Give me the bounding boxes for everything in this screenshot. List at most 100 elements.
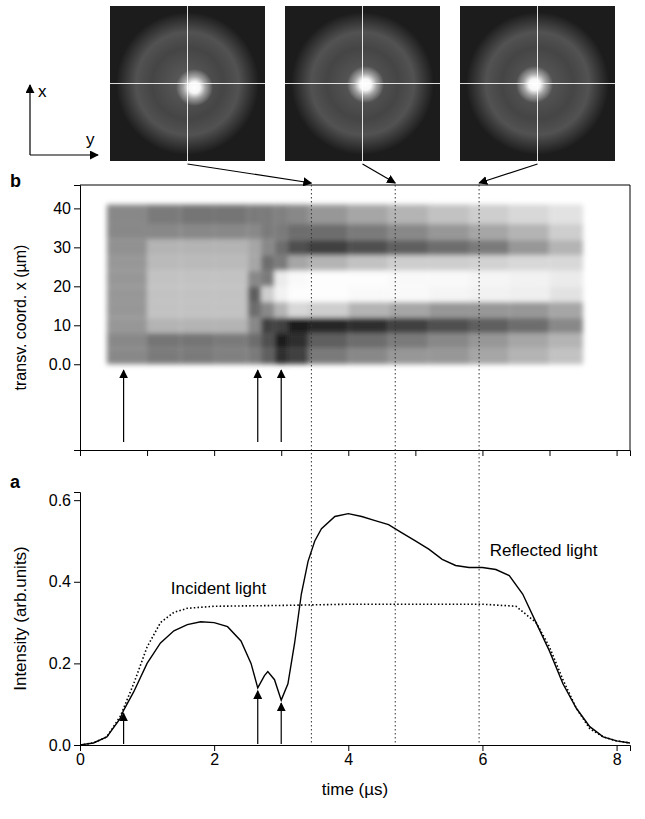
tick: 0.2 [49,655,80,672]
heatmap-cell [308,224,348,240]
heatmap-cell [469,302,509,318]
heatmap-cell [275,302,288,318]
heatmap-cell [147,349,181,365]
plot-area-a [80,514,630,745]
tick-mark [74,663,80,664]
heatmap-cell [389,224,429,240]
tick: 30 [53,239,80,256]
tick-label: 0.0 [49,737,71,754]
heatmap-cell [248,286,261,302]
heatmap-cell [147,255,181,271]
heatmap-cell [509,240,549,256]
tick: 6 [478,745,487,768]
speckle-image [285,6,440,161]
heatmap-cell [308,349,348,365]
heatmap-cell [107,318,147,334]
heatmap-cell [248,318,261,334]
heatmap-cell [181,204,215,223]
heatmap-cell [248,240,261,256]
heatmap-cell [214,349,248,365]
tick-mark [74,325,80,326]
orientation-arrow [30,154,98,155]
tick-mark [415,450,416,456]
series-label: Reflected light [490,541,598,560]
speckle-image [110,6,265,161]
tick: 0.4 [49,573,80,590]
heatmap-cell [348,349,388,365]
tick-label: 8 [613,751,622,768]
tick-mark [281,450,282,456]
tick [281,450,282,456]
snapshot-line [311,185,312,745]
event-arrow [123,370,124,442]
heatmap-cell [550,333,584,349]
heatmap-cell [389,302,429,318]
heatmap-cell [181,286,215,302]
tick-mark [617,450,618,456]
heatmap-cell [214,271,248,287]
heatmap-cell [550,349,584,365]
heatmap-cell [288,204,308,223]
heatmap-cell [429,286,469,302]
heatmap-cell [389,318,429,334]
tick-mark [482,745,483,751]
image-background [285,6,440,161]
heatmap-cell [469,255,509,271]
image-background [460,6,615,161]
heatmap-cell [348,333,388,349]
heatmap-cell [248,349,261,365]
heatmap-cell [348,224,388,240]
heatmap-cell [214,240,248,256]
tick-label: 30 [53,239,71,256]
heatmap-cell [288,271,308,287]
heatmap-cell [348,302,388,318]
heatmap-cell [469,240,509,256]
plot-frame [80,185,630,186]
speckle-image [460,6,615,161]
tick-label: 0 [76,751,85,768]
heatmap-cell [181,224,215,240]
tick [214,450,215,456]
heatmap-cell [248,255,261,271]
heatmap-cell [550,255,584,271]
heatmap-cell [469,204,509,223]
tick-mark [348,450,349,456]
heatmap-cell [429,224,469,240]
heatmap-cell [107,224,147,240]
tick [147,450,148,456]
heatmap-cell [348,271,388,287]
heatmap-cell [469,318,509,334]
heatmap-cell [261,318,274,334]
heatmap-cell [389,240,429,256]
tick: 0.0 [49,737,80,754]
heatmap-cell [469,286,509,302]
tick-label: 0.6 [49,492,71,509]
tick: 20 [53,278,80,295]
tick-label: 40 [53,200,71,217]
image-spot [516,66,553,103]
heatmap-cell [469,333,509,349]
tick-mark [550,450,551,456]
heatmap-cell [288,255,308,271]
heatmap-cell [509,286,549,302]
heatmap-cell [261,302,274,318]
heatmap-cell [550,271,584,287]
heatmap-cell [429,333,469,349]
heatmap-cell [308,271,348,287]
heatmap-cell [348,255,388,271]
tick-mark [74,500,80,501]
tick [617,450,618,456]
heatmap-cell [107,349,147,365]
snapshot-arrow [363,164,396,183]
heatmap-cell [469,224,509,240]
heatmap-cell [181,333,215,349]
heatmap-cell [147,302,181,318]
heatmap-cell [261,333,274,349]
snapshot-line [479,185,480,745]
heatmap-cell [248,333,261,349]
tick-mark [617,745,618,751]
heatmap-cell [214,255,248,271]
tick-label: 4 [344,751,353,768]
axis-title: time (µs) [322,780,388,799]
heatmap-cell [275,204,288,223]
